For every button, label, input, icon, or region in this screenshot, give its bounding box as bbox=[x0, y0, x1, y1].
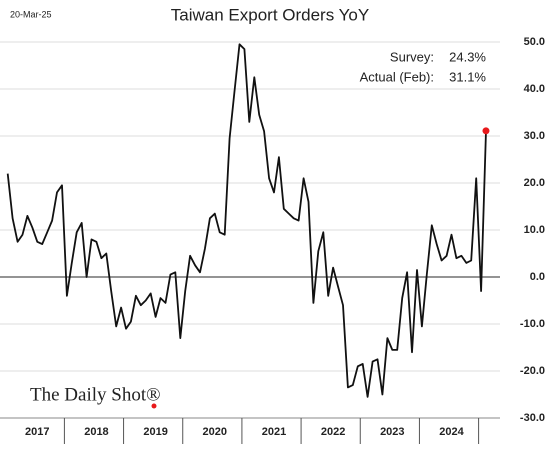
x-tick-label: 2021 bbox=[262, 426, 286, 438]
y-tick-label: 10.0 bbox=[524, 224, 545, 236]
y-tick-label: 30.0 bbox=[524, 130, 545, 142]
logo: The Daily Shot® bbox=[30, 384, 161, 405]
y-tick-label: 0.0 bbox=[530, 271, 545, 283]
annotation-label: Actual (Feb): bbox=[360, 69, 434, 84]
annotation-bg bbox=[340, 69, 490, 87]
highlight-point bbox=[482, 127, 490, 135]
y-tick-label: -10.0 bbox=[520, 318, 545, 330]
y-tick-label: 50.0 bbox=[524, 36, 545, 48]
x-tick-label: 2022 bbox=[321, 426, 345, 438]
chart-title: Taiwan Export Orders YoY bbox=[171, 5, 369, 24]
annotation-bg bbox=[340, 49, 490, 67]
logo-dot bbox=[151, 403, 157, 409]
annotation-label: Survey: bbox=[390, 49, 434, 64]
y-tick-label: 40.0 bbox=[524, 83, 545, 95]
x-tick-label: 2017 bbox=[25, 426, 49, 438]
x-tick-label: 2023 bbox=[380, 426, 404, 438]
x-tick-label: 2019 bbox=[143, 426, 167, 438]
x-tick-label: 2020 bbox=[203, 426, 227, 438]
date-stamp: 20-Mar-25 bbox=[10, 9, 52, 19]
y-tick-label: -20.0 bbox=[520, 365, 545, 377]
annotation-value: 31.1% bbox=[449, 69, 486, 84]
x-tick-label: 2018 bbox=[84, 426, 108, 438]
x-tick-label: 2024 bbox=[439, 426, 464, 438]
y-tick-label: -30.0 bbox=[520, 412, 545, 424]
y-tick-label: 20.0 bbox=[524, 177, 545, 189]
data-line bbox=[6, 43, 487, 398]
annotation-value: 24.3% bbox=[449, 49, 486, 64]
